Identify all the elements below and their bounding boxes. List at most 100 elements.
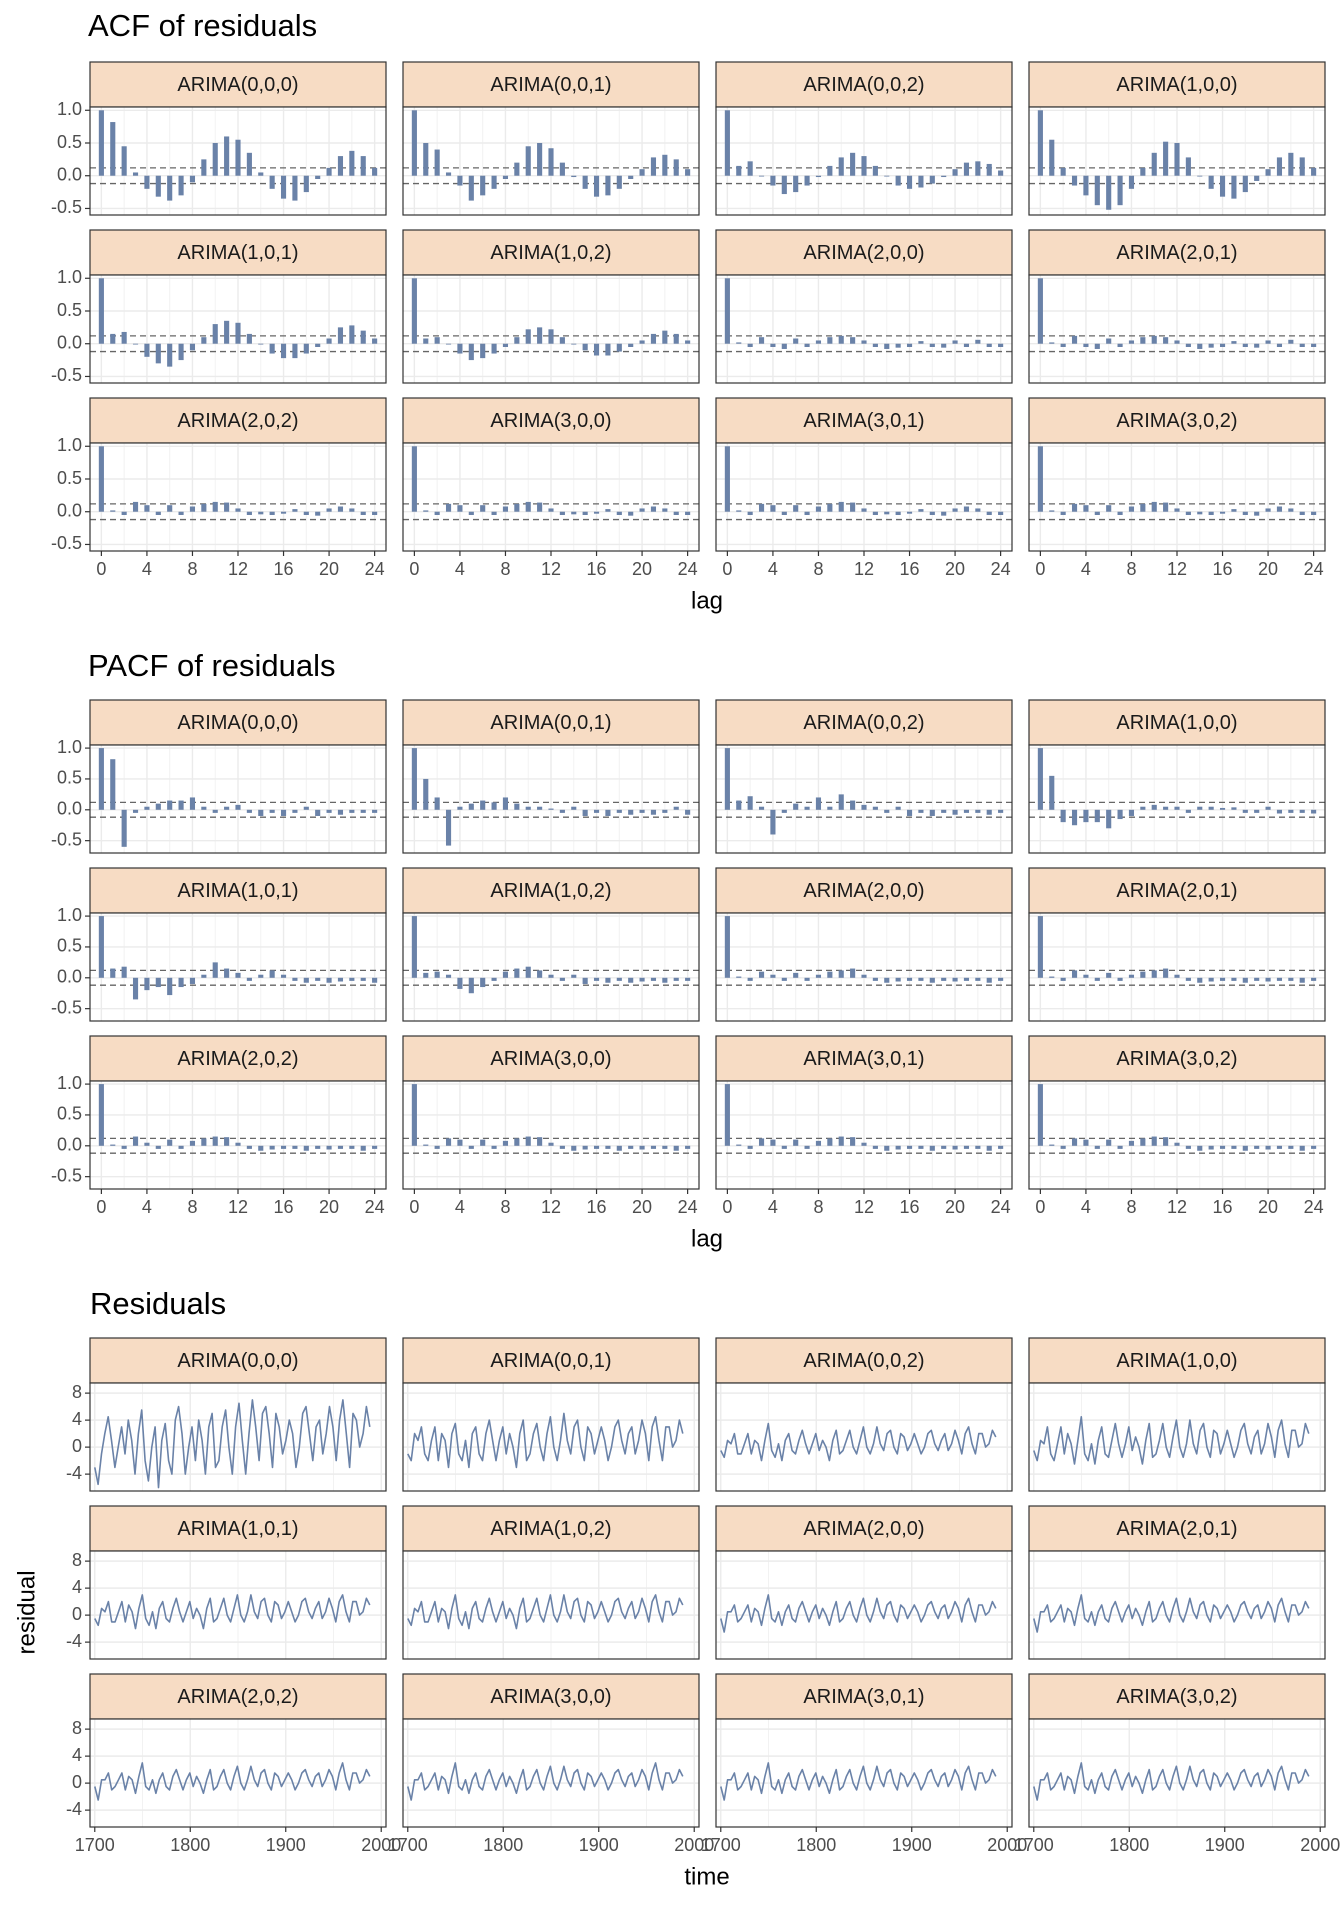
x-axis-label: lag (691, 1225, 723, 1252)
x-tick-label: 4 (455, 1197, 465, 1217)
acf-bar (1185, 157, 1191, 176)
facet-panel: ARIMA(2,0,0) (715, 229, 1013, 384)
acf-bar (98, 1084, 104, 1146)
facet-panel: ARIMA(3,0,0) 0 4 8 12 16 20 24 (402, 1035, 700, 1217)
acf-bar (423, 778, 429, 810)
acf-bar (662, 508, 668, 512)
acf-bar (815, 506, 822, 512)
acf-bar (360, 809, 366, 813)
acf-bar (155, 175, 161, 197)
acf-bar (1151, 501, 1157, 512)
acf-bar (201, 806, 207, 810)
acf-bar (747, 796, 753, 810)
x-tick-label: 16 (1213, 559, 1233, 579)
acf-bar (201, 337, 207, 344)
acf-bar (963, 809, 970, 813)
x-tick-label: 20 (1258, 1197, 1278, 1217)
y-tick-label: -4 (66, 1799, 82, 1819)
facet-strip (715, 1505, 1013, 1552)
acf-bar (411, 110, 417, 176)
acf-bar (480, 505, 486, 512)
acf-bar (593, 1145, 600, 1149)
acf-bar (337, 327, 344, 344)
acf-bar (952, 508, 958, 512)
acf-bar (571, 806, 577, 810)
facet-label: ARIMA(2,0,0) (803, 880, 924, 902)
y-tick-label: 1.0 (57, 905, 82, 925)
facet-panel: ARIMA(0,0,2) (715, 1337, 1013, 1492)
acf-bar (537, 1137, 543, 1146)
acf-bar (918, 809, 924, 813)
acf-bar (998, 511, 1004, 515)
acf-bar (736, 1144, 742, 1146)
acf-bar (1140, 806, 1146, 810)
acf-bar (1117, 1145, 1123, 1149)
acf-bar (1037, 110, 1043, 176)
acf-bar (326, 809, 332, 813)
acf-bar (1049, 139, 1055, 176)
acf-bar (770, 175, 776, 186)
facet-panel: ARIMA(3,0,2) 0 4 8 12 16 20 24 (1028, 1035, 1326, 1217)
facet-label: ARIMA(1,0,2) (490, 1518, 611, 1540)
x-tick-label: 8 (813, 559, 823, 579)
acf-bar (1276, 506, 1283, 512)
acf-bar (998, 1145, 1004, 1149)
acf-bar (815, 1140, 822, 1146)
acf-bar (986, 343, 992, 347)
acf-bar (884, 1145, 890, 1151)
facet-panel: ARIMA(0,0,1) (402, 699, 700, 854)
acf-bar (952, 977, 958, 982)
panel-border (89, 274, 387, 384)
acf-bar (269, 970, 275, 978)
acf-bar (1106, 809, 1112, 829)
acf-bar (815, 340, 822, 344)
acf-bar (770, 343, 776, 347)
y-tick-label: 0.5 (57, 300, 82, 320)
acf-bar (838, 970, 844, 978)
acf-bar (224, 1137, 230, 1146)
acf-bar (468, 175, 474, 201)
x-tick-label: 16 (587, 559, 607, 579)
acf-bar (280, 511, 287, 514)
acf-bar (1265, 1145, 1271, 1150)
x-tick-label: 0 (96, 1197, 106, 1217)
facet-label: ARIMA(3,0,2) (1116, 1048, 1237, 1070)
x-tick-label: 20 (945, 1197, 965, 1217)
y-tick-label: 1.0 (57, 99, 82, 119)
y-tick-label: 0.0 (57, 1135, 82, 1155)
acf-bar (1197, 806, 1203, 810)
acf-bar (372, 977, 378, 983)
x-tick-label: 12 (1167, 1197, 1187, 1217)
acf-bar (167, 505, 173, 512)
x-tick-label: 1900 (892, 1835, 932, 1855)
y-tick-label: 4 (72, 1577, 82, 1597)
acf-bar (1128, 340, 1135, 344)
y-tick-label: 0.0 (57, 799, 82, 819)
acf-bar (838, 501, 844, 512)
acf-bar (1106, 175, 1112, 210)
acf-bar (480, 343, 486, 359)
acf-bar (1231, 175, 1237, 199)
facet-strip (89, 1337, 387, 1384)
acf-bar (929, 343, 935, 347)
acf-bar (1265, 977, 1271, 982)
acf-bar (872, 511, 878, 515)
facet-label: ARIMA(2,0,0) (803, 242, 924, 264)
y-tick-label: 0.5 (57, 468, 82, 488)
acf-bar (372, 338, 378, 344)
acf-bar (1219, 175, 1226, 197)
panel-border (715, 1382, 1013, 1492)
acf-bar (303, 1145, 309, 1151)
acf-bar (423, 972, 429, 978)
acf-bar (861, 156, 867, 176)
acf-bar (1037, 748, 1043, 810)
facet-strip (89, 61, 387, 108)
acf-bar (110, 1144, 116, 1146)
x-tick-label: 12 (228, 559, 248, 579)
acf-bar (537, 143, 543, 176)
acf-bar (411, 916, 417, 978)
acf-bar (1219, 511, 1226, 514)
acf-bar (605, 809, 611, 816)
acf-bar (525, 1136, 531, 1146)
acf-bar (1242, 809, 1248, 813)
